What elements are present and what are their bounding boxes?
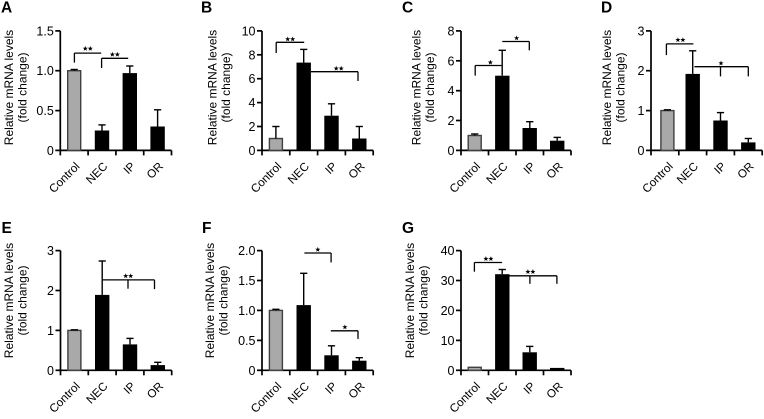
- svg-text:0: 0: [249, 364, 256, 378]
- svg-text:(fold change): (fold change): [217, 265, 231, 335]
- svg-text:D: D: [601, 0, 612, 16]
- svg-text:Relative mRNA levels: Relative mRNA levels: [2, 243, 16, 358]
- svg-text:1.5: 1.5: [36, 24, 53, 38]
- svg-text:2: 2: [448, 114, 455, 128]
- svg-text:0: 0: [448, 144, 455, 158]
- svg-text:E: E: [2, 220, 12, 237]
- svg-text:10: 10: [242, 24, 256, 38]
- svg-text:B: B: [201, 0, 212, 16]
- svg-text:0: 0: [47, 144, 54, 158]
- svg-text:4: 4: [448, 84, 455, 98]
- svg-text:2: 2: [638, 64, 645, 78]
- svg-text:Relative mRNA levels: Relative mRNA levels: [203, 243, 217, 358]
- svg-text:A: A: [1, 0, 12, 16]
- svg-text:40: 40: [441, 244, 455, 258]
- svg-text:8: 8: [448, 24, 455, 38]
- svg-text:(fold change): (fold change): [614, 52, 628, 122]
- svg-text:0: 0: [448, 364, 455, 378]
- svg-text:0.5: 0.5: [36, 104, 53, 118]
- svg-text:Relative mRNA levels: Relative mRNA levels: [206, 30, 220, 145]
- svg-text:1.0: 1.0: [238, 304, 255, 318]
- svg-text:0: 0: [638, 144, 645, 158]
- svg-text:F: F: [202, 220, 211, 237]
- svg-text:20: 20: [441, 304, 455, 318]
- svg-text:Relative mRNA levels: Relative mRNA levels: [410, 30, 424, 145]
- svg-text:2.0: 2.0: [238, 244, 255, 258]
- svg-text:3: 3: [638, 24, 645, 38]
- svg-text:1.5: 1.5: [238, 274, 255, 288]
- svg-text:8: 8: [249, 48, 256, 62]
- svg-text:1: 1: [47, 324, 54, 338]
- svg-text:0.5: 0.5: [238, 334, 255, 348]
- svg-text:30: 30: [441, 274, 455, 288]
- svg-text:(fold change): (fold change): [15, 52, 29, 122]
- svg-text:Relative mRNA levels: Relative mRNA levels: [600, 30, 614, 145]
- svg-text:(fold change): (fold change): [423, 52, 437, 122]
- svg-text:10: 10: [441, 334, 455, 348]
- svg-text:(fold change): (fold change): [219, 52, 233, 122]
- svg-text:Relative mRNA levels: Relative mRNA levels: [403, 243, 417, 358]
- svg-text:2: 2: [47, 284, 54, 298]
- svg-text:6: 6: [249, 72, 256, 86]
- svg-text:6: 6: [448, 54, 455, 68]
- svg-text:(fold change): (fold change): [417, 265, 431, 335]
- svg-text:3: 3: [47, 244, 54, 258]
- svg-text:Relative mRNA levels: Relative mRNA levels: [2, 30, 16, 145]
- svg-text:(fold change): (fold change): [16, 265, 30, 335]
- svg-text:2: 2: [249, 120, 256, 134]
- svg-text:1.0: 1.0: [36, 64, 53, 78]
- svg-text:0: 0: [47, 364, 54, 378]
- svg-text:4: 4: [249, 96, 256, 110]
- svg-text:1: 1: [638, 104, 645, 118]
- svg-text:G: G: [402, 220, 414, 237]
- svg-text:C: C: [402, 0, 413, 16]
- svg-text:0: 0: [249, 144, 256, 158]
